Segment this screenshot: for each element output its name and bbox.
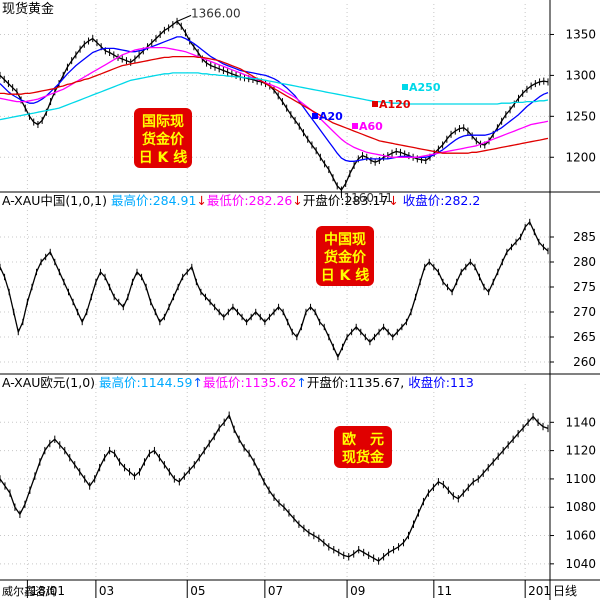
- high-value: 1144.59: [141, 375, 193, 390]
- open-label: 开盘价:: [303, 193, 345, 208]
- high-arrow: ↓: [196, 193, 206, 208]
- ma-label-marker: [312, 113, 318, 119]
- series-ma120: [0, 55, 549, 154]
- y-tick-label: 1040: [565, 557, 596, 571]
- close-label: 收盘价:: [404, 375, 450, 390]
- open-value: 283.17: [345, 193, 389, 208]
- close-value: 113: [450, 375, 474, 390]
- ma-label-marker: [402, 84, 408, 90]
- ma-label-marker: [372, 101, 378, 107]
- low-value: 282.26: [249, 193, 293, 208]
- chart-badge: [134, 108, 192, 168]
- low-annotation: 1160.11: [343, 191, 393, 205]
- open-arrow: ,: [400, 375, 404, 390]
- ma-label: A20: [319, 110, 343, 123]
- close-value: 282.2: [445, 193, 481, 208]
- chart-badge-line: 现货金: [342, 449, 385, 466]
- panel-header: A-XAU中国(1,0,1) 最高价:284.91↓最低价:282.26↓开盘价…: [2, 193, 480, 208]
- low-label: 最低价:: [203, 375, 245, 390]
- x-tick-label: 11: [437, 584, 452, 598]
- series-price: [0, 221, 549, 358]
- ma-label: A120: [379, 98, 411, 111]
- x-tick-label: 07: [268, 584, 283, 598]
- high-value: 284.91: [153, 193, 197, 208]
- chart-badge: [334, 426, 392, 468]
- chart-badge-line: 货金价: [141, 131, 185, 148]
- ma-label: A250: [409, 81, 441, 94]
- y-tick-label: 275: [573, 280, 596, 294]
- series-ma20: [0, 36, 549, 162]
- panel-title: 现货黄金: [2, 1, 54, 17]
- y-tick-label: 1120: [565, 444, 596, 458]
- chart-badge-line: 货金价: [323, 249, 367, 266]
- series-ma60: [0, 46, 549, 158]
- x-tick-label: 18/01: [30, 584, 65, 598]
- price-candles: [0, 218, 549, 361]
- close-label: 收盘价:: [399, 193, 445, 208]
- series-ma250: [0, 72, 549, 121]
- y-tick-label: 1300: [565, 68, 596, 82]
- chart-badge-line: 欧 元: [342, 431, 384, 448]
- low-value: 1135.62: [245, 375, 297, 390]
- x-tick-label: 09: [350, 584, 365, 598]
- panel-title: A-XAU中国(1,0,1): [2, 193, 107, 208]
- x-tick-label: 201: [528, 584, 551, 598]
- x-tick-label: 05: [190, 584, 205, 598]
- chart-badge-line: 中国现: [324, 231, 366, 248]
- chart-badge: [316, 226, 374, 286]
- x-tick-label: 03: [99, 584, 114, 598]
- high-annotation-leader: [176, 14, 192, 22]
- price-candles: [0, 17, 549, 194]
- y-tick-label: 280: [573, 255, 596, 269]
- chart-badge-line: 日 K 线: [139, 149, 188, 166]
- high-label: 最高价:: [95, 375, 141, 390]
- open-value: 1135.67: [349, 375, 401, 390]
- y-tick-label: 1350: [565, 27, 596, 41]
- low-arrow: ↓: [292, 193, 302, 208]
- chart-badge-line: 国际现: [142, 114, 184, 130]
- y-tick-label: 1250: [565, 109, 596, 123]
- open-arrow: ↓: [388, 193, 398, 208]
- low-label: 最低价:: [207, 193, 249, 208]
- high-annotation: 1366.00: [191, 6, 241, 20]
- x-axis-unit: 日线: [553, 584, 577, 598]
- y-tick-label: 265: [573, 330, 596, 344]
- y-tick-label: 1200: [565, 150, 596, 164]
- price-candles: [0, 411, 549, 565]
- high-arrow: ↑: [192, 375, 202, 390]
- panel-title: A-XAU欧元(1,0): [2, 375, 95, 390]
- y-tick-label: 285: [573, 230, 596, 244]
- y-tick-label: 1100: [565, 472, 596, 486]
- vendor-label: 威尔鑫咨询: [2, 584, 57, 598]
- ma-label-marker: [352, 123, 358, 129]
- y-tick-label: 260: [573, 355, 596, 369]
- y-tick-label: 1080: [565, 500, 596, 514]
- open-label: 开盘价:: [307, 375, 349, 390]
- y-tick-label: 270: [573, 305, 596, 319]
- low-arrow: ↑: [296, 375, 306, 390]
- y-tick-label: 1140: [565, 415, 596, 429]
- chart-badge-line: 日 K 线: [321, 267, 370, 284]
- series-price: [0, 414, 549, 562]
- y-tick-label: 1060: [565, 529, 596, 543]
- high-label: 最高价:: [107, 193, 153, 208]
- ma-label: A60: [359, 120, 383, 133]
- series-price: [0, 20, 549, 191]
- panel-header: A-XAU欧元(1,0) 最高价:1144.59↑最低价:1135.62↑开盘价…: [2, 375, 474, 390]
